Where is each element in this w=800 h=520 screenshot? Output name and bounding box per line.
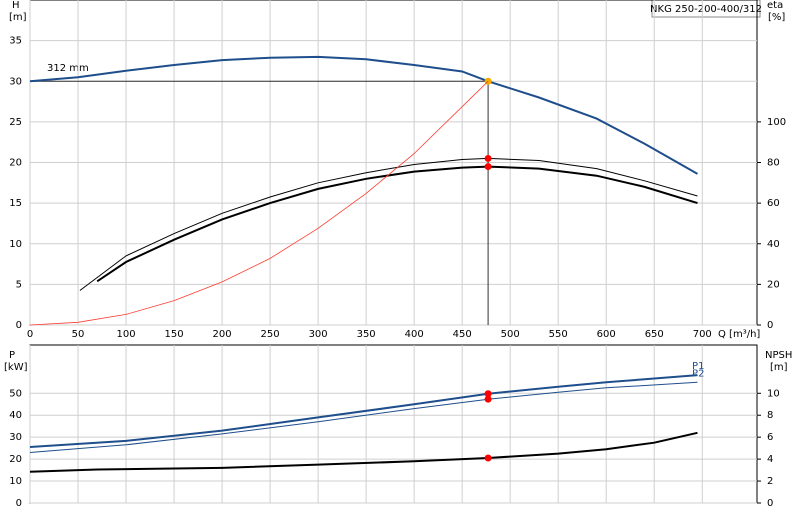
y-tick-label: 25 xyxy=(9,117,22,128)
curve xyxy=(96,165,698,283)
x-tick-label: 200 xyxy=(213,329,232,340)
y2-tick-label: 40 xyxy=(767,239,780,250)
annotation: 312 mm xyxy=(47,63,89,74)
y-label: P xyxy=(9,350,15,361)
x-tick-label: 400 xyxy=(405,329,424,340)
y-tick-label: 10 xyxy=(9,239,22,250)
operating-point xyxy=(484,454,492,462)
y2-tick-label: 100 xyxy=(767,117,786,128)
x-tick-label: 350 xyxy=(357,329,376,340)
x-tick-label: 0 xyxy=(27,329,33,340)
y2-tick-label: 6 xyxy=(767,432,773,443)
x-tick-label: 600 xyxy=(597,329,616,340)
x-tick-label: 650 xyxy=(645,329,664,340)
y2-label: NPSH xyxy=(765,350,792,361)
y2-unit: [%] xyxy=(768,12,785,23)
curve xyxy=(29,431,698,473)
plot-frame xyxy=(29,344,758,504)
series-label: P1 xyxy=(692,361,704,372)
y-unit: [m] xyxy=(9,12,27,23)
x-tick-label: 550 xyxy=(549,329,568,340)
y-tick-label: 35 xyxy=(9,36,22,47)
y2-tick-label: 4 xyxy=(767,454,773,465)
x-tick-label: 150 xyxy=(165,329,184,340)
x-tick-label: 500 xyxy=(501,329,520,340)
x-tick-label: 700 xyxy=(693,329,712,340)
curve xyxy=(29,55,698,175)
y-tick-label: 10 xyxy=(9,476,22,487)
legend-text: NKG 250-200-400/312 xyxy=(650,4,762,15)
curve xyxy=(79,157,698,291)
x-tick-label: 450 xyxy=(453,329,472,340)
y-label: H xyxy=(12,0,20,11)
x-tick-label: 50 xyxy=(72,329,85,340)
y-tick-label: 30 xyxy=(9,76,22,87)
series-label: P2 xyxy=(692,368,704,379)
y-tick-label: 0 xyxy=(16,498,22,509)
y-tick-label: 30 xyxy=(9,432,22,443)
y2-label: eta xyxy=(767,0,783,11)
y-tick-label: 20 xyxy=(9,454,22,465)
y-tick-label: 5 xyxy=(16,279,22,290)
operating-point xyxy=(484,395,492,403)
curve xyxy=(29,381,698,453)
x-tick-label: 250 xyxy=(261,329,280,340)
curve xyxy=(29,81,489,326)
y2-tick-label: 80 xyxy=(767,158,780,169)
legend-box xyxy=(651,0,761,18)
curve xyxy=(29,374,698,448)
operating-point xyxy=(484,390,492,398)
y-tick-label: 20 xyxy=(9,158,22,169)
y2-tick-label: 2 xyxy=(767,476,773,487)
operating-point xyxy=(484,154,492,162)
x-tick-label: 300 xyxy=(309,329,328,340)
y2-tick-label: 0 xyxy=(767,498,773,509)
y-tick-label: 40 xyxy=(9,410,22,421)
y2-tick-label: 10 xyxy=(767,388,780,399)
x-tick-label: 100 xyxy=(116,329,135,340)
y2-tick-label: 60 xyxy=(767,198,780,209)
y-tick-label: 15 xyxy=(9,198,22,209)
y2-tick-label: 20 xyxy=(767,279,780,290)
y-unit: [kW] xyxy=(4,362,28,373)
y2-unit: [m] xyxy=(770,362,788,373)
y2-tick-label: 8 xyxy=(767,410,773,421)
y2-tick-label: 0 xyxy=(767,320,773,331)
y-tick-label: 0 xyxy=(16,320,22,331)
operating-point xyxy=(484,163,492,171)
y-tick-label: 50 xyxy=(9,388,22,399)
x-label: Q [m³/h] xyxy=(718,329,760,340)
